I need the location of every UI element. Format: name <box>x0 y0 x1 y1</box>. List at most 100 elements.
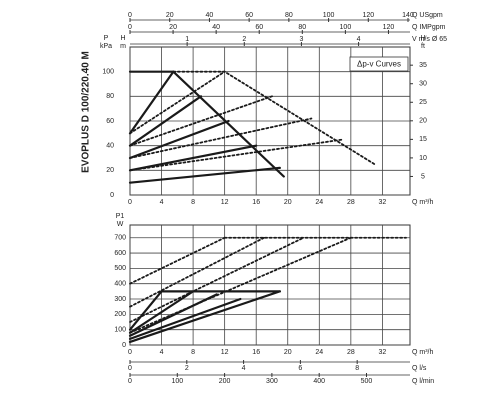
axis-tick-label: 8 <box>355 365 359 372</box>
x-tick-label: 12 <box>221 199 229 206</box>
y-tick-label: 0 <box>122 342 126 349</box>
axis-tick-label: 0 <box>128 365 132 372</box>
x-axis-label: Q m³/h <box>412 199 433 206</box>
curve <box>128 166 281 184</box>
axis-label: Q l/s <box>412 365 427 372</box>
curve <box>129 138 344 172</box>
x-tick-label: 28 <box>347 199 355 206</box>
axis-label: Q IMPgpm <box>412 24 446 31</box>
axis-tick-label: 20 <box>169 24 177 31</box>
axis-tick-label: 200 <box>219 378 231 385</box>
x-tick-label: 0 <box>128 349 132 356</box>
axis-tick-label: 1 <box>185 36 189 43</box>
right-tick-label: 25 <box>419 99 427 106</box>
axis-tick-label: 100 <box>323 12 335 19</box>
axis-tick-label: 80 <box>298 24 306 31</box>
y-tick-label: 600 <box>114 250 126 257</box>
axis-tick-label: 40 <box>212 24 220 31</box>
axis-tick-label: 120 <box>362 12 374 19</box>
axis-tick-label: 0 <box>128 12 132 19</box>
x-axis-label: Q m³/h <box>412 349 433 356</box>
axis-tick-label: 120 <box>383 24 395 31</box>
y-tick-label: 20 <box>106 167 114 174</box>
axis-tick-label: 80 <box>285 12 293 19</box>
axis-tick-label: 0 <box>128 24 132 31</box>
x-tick-label: 8 <box>191 349 195 356</box>
axis-tick-label: 4 <box>242 365 246 372</box>
x-tick-label: 24 <box>315 199 323 206</box>
curve <box>129 95 273 147</box>
y-axis-label: m <box>120 43 126 50</box>
axis-label: Q USgpm <box>412 12 443 19</box>
right-tick-label: 10 <box>419 155 427 162</box>
product-title: EVOPLUS D 100/220.40 M <box>81 51 92 173</box>
x-tick-label: 20 <box>284 199 292 206</box>
curve <box>128 144 258 172</box>
right-axis-label: H <box>420 35 425 42</box>
y-axis-label: W <box>117 221 124 228</box>
y-axis-label: P <box>104 35 109 42</box>
right-axis-label: ft <box>421 43 425 50</box>
y-tick-label: 0 <box>110 192 114 199</box>
y-tick-label: 200 <box>114 311 126 318</box>
axis-label: V m/s Ø 65 <box>412 36 447 43</box>
axis-tick-label: 140 <box>402 12 414 19</box>
y-tick-label: 400 <box>114 281 126 288</box>
x-tick-label: 4 <box>160 199 164 206</box>
y-tick-label: 80 <box>106 93 114 100</box>
y-tick-label: 100 <box>102 69 114 76</box>
axis-tick-label: 300 <box>266 378 278 385</box>
axis-tick-label: 2 <box>242 36 246 43</box>
y-tick-label: 500 <box>114 265 126 272</box>
curve <box>129 236 352 334</box>
x-tick-label: 0 <box>128 199 132 206</box>
axis-tick-label: 0 <box>128 378 132 385</box>
y-axis-label: H <box>120 35 125 42</box>
x-tick-label: 16 <box>252 199 260 206</box>
curve <box>128 290 281 344</box>
curve <box>129 70 226 135</box>
curve <box>128 290 163 331</box>
axis-tick-label: 40 <box>206 12 214 19</box>
axis-tick-label: 500 <box>361 378 373 385</box>
x-tick-label: 32 <box>378 199 386 206</box>
x-tick-label: 20 <box>284 349 292 356</box>
x-tick-label: 4 <box>160 349 164 356</box>
y-tick-label: 100 <box>114 327 126 334</box>
y-tick-label: 700 <box>114 235 126 242</box>
axis-tick-label: 100 <box>171 378 183 385</box>
x-tick-label: 32 <box>378 349 386 356</box>
annotation: Δp-v Curves <box>357 60 401 69</box>
x-tick-label: 12 <box>221 349 229 356</box>
x-tick-label: 8 <box>191 199 195 206</box>
annotation-box <box>349 56 409 72</box>
right-tick-label: 5 <box>421 173 425 180</box>
x-tick-label: 28 <box>347 349 355 356</box>
axis-tick-label: 20 <box>166 12 174 19</box>
right-tick-label: 30 <box>419 81 427 88</box>
right-tick-label: 20 <box>419 118 427 125</box>
axis-label: Q l/min <box>412 378 434 385</box>
axis-tick-label: 4 <box>357 36 361 43</box>
axis-tick-label: 3 <box>299 36 303 43</box>
x-tick-label: 16 <box>252 349 260 356</box>
y-axis-label: kPa <box>100 43 112 50</box>
right-tick-label: 35 <box>419 62 427 69</box>
axis-tick-label: 60 <box>255 24 263 31</box>
curve <box>129 236 265 308</box>
right-tick-label: 15 <box>419 136 427 143</box>
axis-tick-label: 6 <box>298 365 302 372</box>
y-tick-label: 60 <box>106 118 114 125</box>
axis-tick-label: 2 <box>185 365 189 372</box>
curve <box>129 236 305 323</box>
curve <box>128 290 195 334</box>
curve <box>128 70 175 135</box>
y-axis-label: P1 <box>116 213 125 220</box>
curve <box>128 297 242 340</box>
x-tick-label: 24 <box>315 349 323 356</box>
curve <box>128 119 230 160</box>
y-tick-label: 300 <box>114 296 126 303</box>
curve <box>129 117 313 159</box>
curve <box>128 95 203 147</box>
